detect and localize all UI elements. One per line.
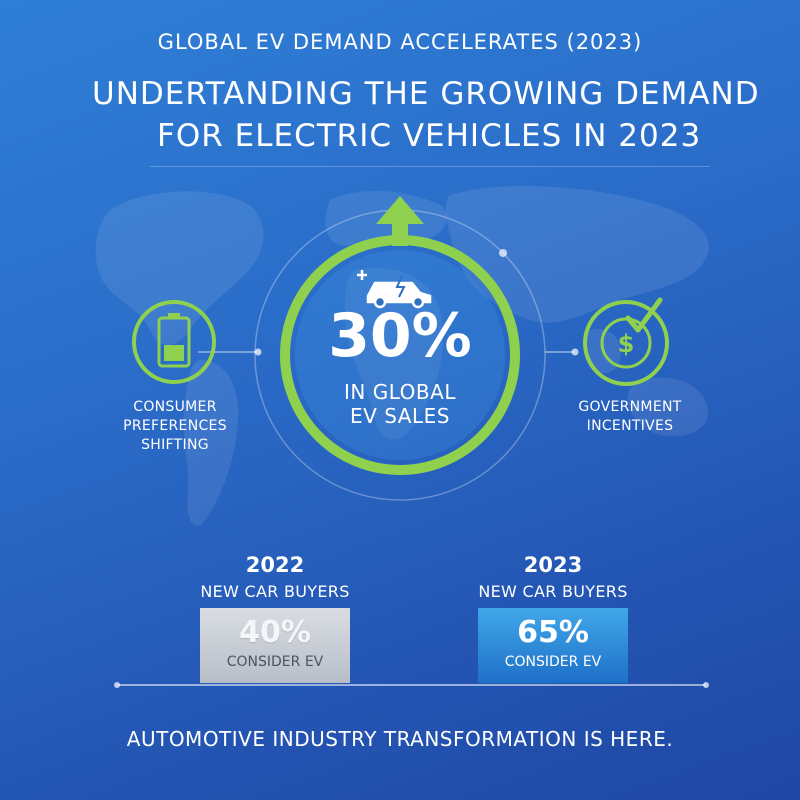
comparison-baseline [118, 684, 706, 686]
supertitle: GLOBAL EV DEMAND ACCELERATES (2023) [157, 30, 643, 54]
inner-glow-disc [295, 250, 505, 460]
year-2023-label: 2023 [523, 553, 583, 577]
bar-2023-value: 65% [517, 615, 589, 650]
ev-sales-growth-value: 30% [328, 301, 472, 371]
growth-arrow-icon [376, 196, 424, 246]
ev-sales-label-line-2: EV SALES [350, 404, 450, 428]
bar-2022: 40% CONSIDER EV [200, 608, 350, 683]
bar-2023: 65% CONSIDER EV [478, 608, 628, 683]
government-incentives-label: GOVERNMENT INCENTIVES [578, 399, 682, 434]
ev-car-icon [357, 270, 432, 309]
buyers-2022-label: NEW CAR BUYERS [200, 582, 350, 601]
footer-tagline: AUTOMOTIVE INDUSTRY TRANSFORMATION IS HE… [126, 727, 674, 751]
ev-sales-label-line-1: IN GLOBAL [344, 380, 456, 404]
year-2022-label: 2022 [245, 553, 305, 577]
page-title-line-2: FOR ELECTRIC VEHICLES IN 2023 [157, 118, 702, 154]
buyers-2023-label: NEW CAR BUYERS [478, 582, 628, 601]
svg-text:$: $ [618, 330, 635, 358]
dollar-check-icon: $ [583, 297, 669, 386]
orbit-dot-icon [499, 249, 507, 257]
baseline-dot-right [703, 682, 709, 688]
header-divider [150, 166, 710, 167]
page-title-line-1: UNDERTANDING THE GROWING DEMAND [92, 76, 760, 112]
bar-2022-value: 40% [239, 615, 311, 650]
baseline-dot-left [114, 682, 120, 688]
consumer-preferences-label: CONSUMER PREFERENCES SHIFTING [123, 399, 227, 453]
bar-2022-caption: CONSIDER EV [226, 654, 324, 670]
bar-2023-caption: CONSIDER EV [504, 654, 602, 670]
battery-icon [132, 300, 216, 384]
